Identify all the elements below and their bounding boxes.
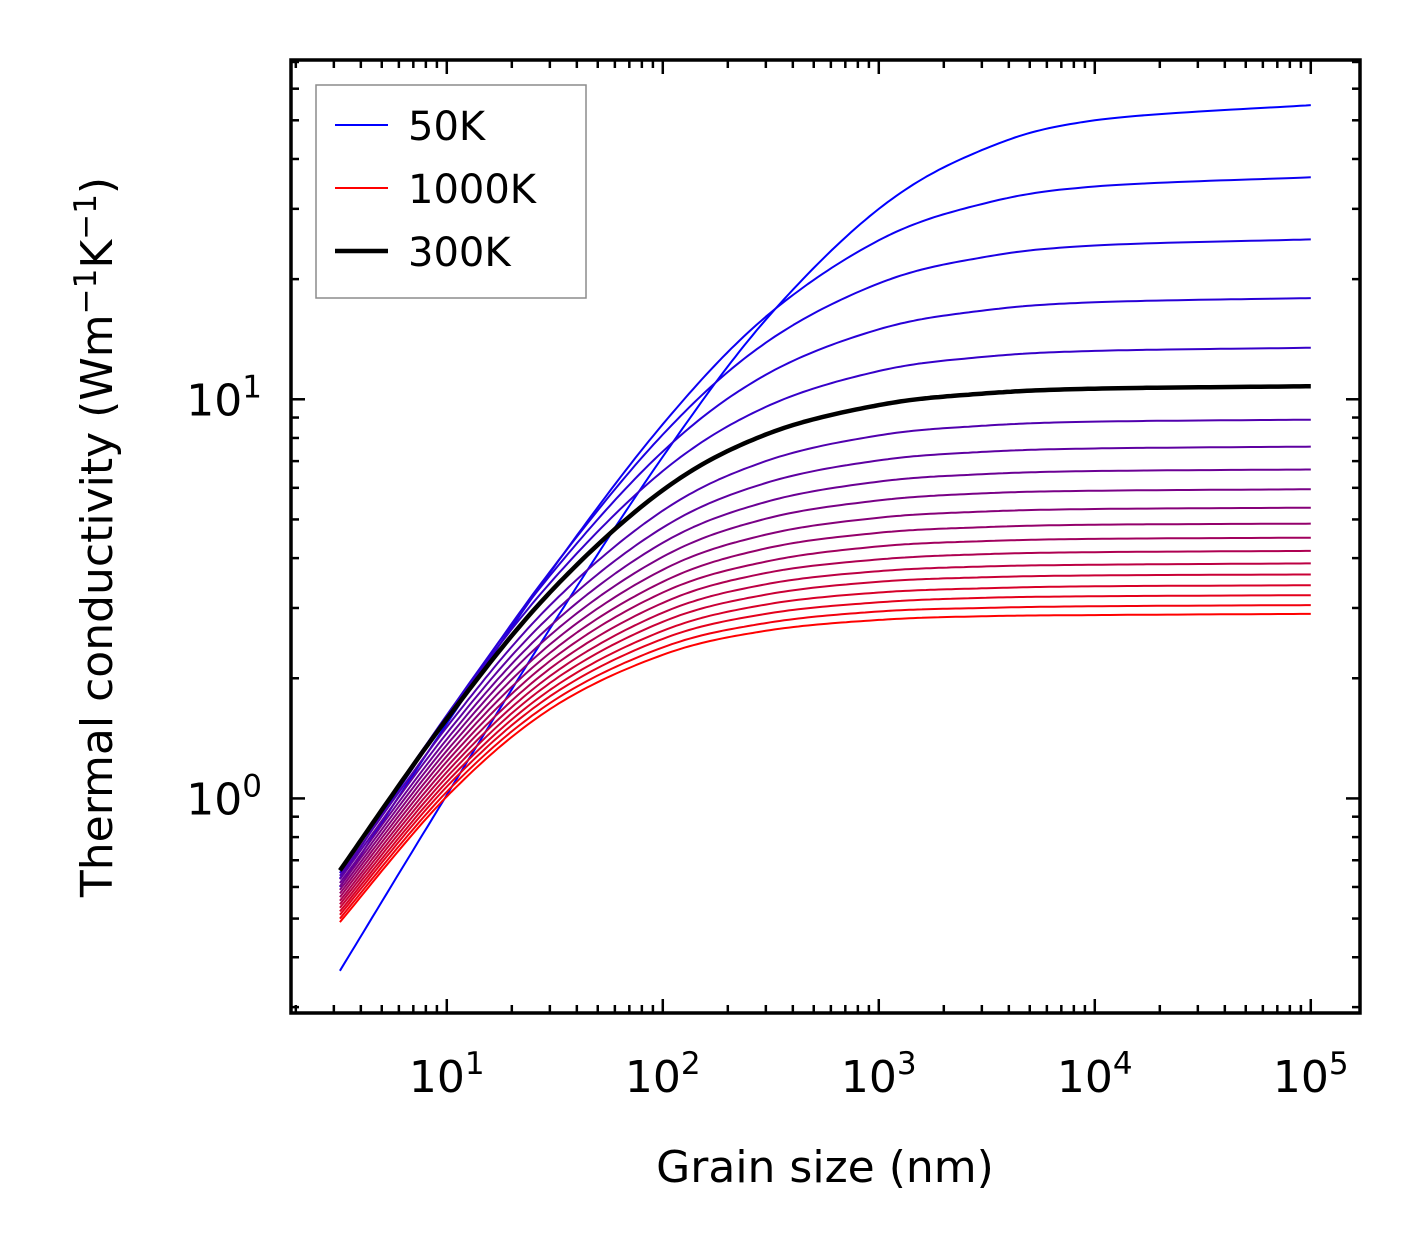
series-line-50k xyxy=(339,104,1311,972)
series-line-950k xyxy=(339,604,1311,920)
series-line-200k xyxy=(339,297,1311,874)
series-line-650k xyxy=(339,536,1311,898)
x-tick-label: 105 xyxy=(1273,1046,1349,1103)
series-line-1000k xyxy=(339,612,1311,923)
x-tick-label: 103 xyxy=(841,1046,917,1103)
series-line-750k xyxy=(339,562,1311,905)
series-line-700k xyxy=(339,549,1311,902)
legend-label-1000k: 1000K xyxy=(408,167,538,213)
series-layer xyxy=(338,104,1311,972)
x-tick-label: 102 xyxy=(625,1046,701,1103)
series-line-900k xyxy=(339,594,1311,916)
x-tick-label: 104 xyxy=(1057,1046,1133,1103)
series-line-850k xyxy=(339,584,1311,913)
series-line-350k xyxy=(339,418,1311,877)
series-line-600k xyxy=(339,522,1311,895)
legend-label-300k: 300K xyxy=(408,230,512,276)
y-tick-label: 101 xyxy=(186,369,262,426)
series-line-550k xyxy=(339,506,1311,891)
legend: 50K 1000K 300K xyxy=(315,84,587,299)
x-tick-label: 101 xyxy=(409,1046,485,1103)
series-line-500k xyxy=(339,488,1311,888)
y-tick-label: 100 xyxy=(186,768,262,825)
series-line-400k xyxy=(339,445,1311,880)
plot-frame xyxy=(289,58,1362,1015)
series-line-250k xyxy=(339,346,1311,871)
series-line-450k xyxy=(339,468,1311,884)
legend-label-50k: 50K xyxy=(408,104,487,150)
legend-box xyxy=(315,84,587,299)
series-line-300k xyxy=(338,384,1311,872)
series-line-800k xyxy=(339,573,1311,909)
y-axis-label: Thermal conductivity (Wm−1K−1) xyxy=(68,177,123,898)
tick-labels: 101 102 103 104 105 100 101 xyxy=(186,369,1348,1103)
x-axis-label: Grain size (nm) xyxy=(656,1142,994,1193)
